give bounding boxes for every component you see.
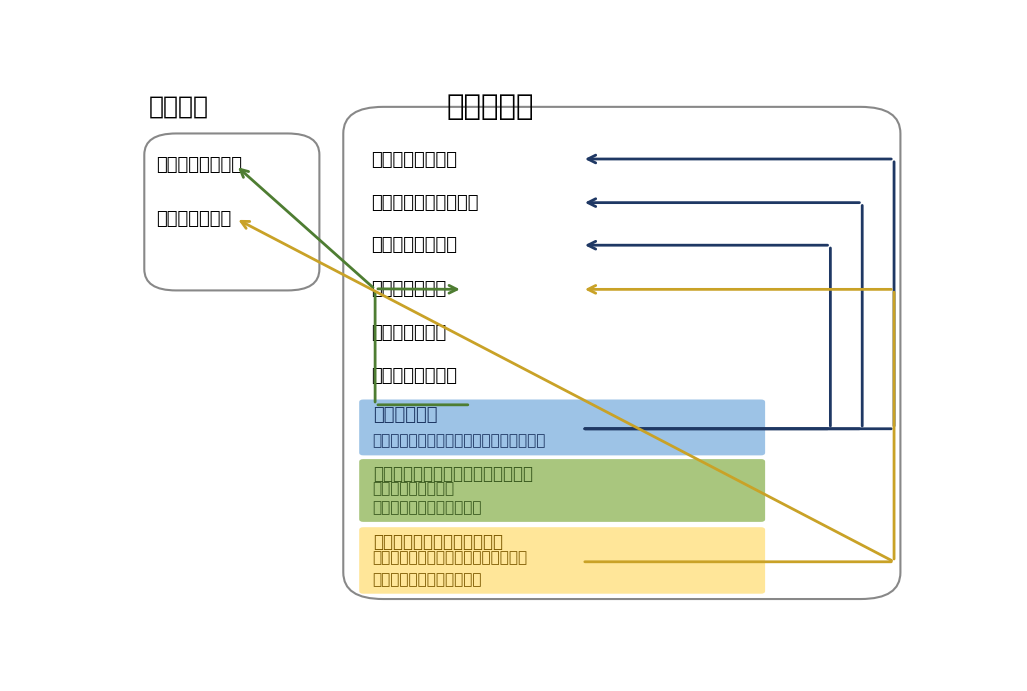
FancyBboxPatch shape bbox=[359, 459, 765, 522]
Text: 身体の健康: 身体の健康 bbox=[447, 93, 534, 121]
Text: 松果体から分泌／生体リズムの調整: 松果体から分泌／生体リズムの調整 bbox=[373, 551, 528, 565]
Text: ・ホルモンの分泌: ・ホルモンの分泌 bbox=[371, 366, 457, 385]
Text: ・脳と神経の疲労回復: ・脳と神経の疲労回復 bbox=[371, 193, 479, 211]
Text: ・細胞の新陳代謝: ・細胞の新陳代謝 bbox=[371, 236, 457, 254]
Text: 副腎皮質ホルモン（コルチゾール）: 副腎皮質ホルモン（コルチゾール） bbox=[373, 465, 533, 483]
Text: 副腎皮質から分泌: 副腎皮質から分泌 bbox=[373, 481, 455, 496]
Text: 睡眠ホルモン（メラトニン）: 睡眠ホルモン（メラトニン） bbox=[373, 533, 503, 551]
FancyBboxPatch shape bbox=[359, 399, 765, 455]
Text: 夕方暗くなる頃から分泌: 夕方暗くなる頃から分泌 bbox=[373, 572, 483, 587]
Text: 心の健康: 心の健康 bbox=[148, 95, 208, 119]
Text: 下垂体から分泌／ノンレム睡眠中に分泌: 下垂体から分泌／ノンレム睡眠中に分泌 bbox=[373, 433, 546, 448]
Text: ・記憶の再整理: ・記憶の再整理 bbox=[156, 209, 231, 227]
Text: ・ストレスの緩和: ・ストレスの緩和 bbox=[156, 156, 242, 174]
Text: 成長ホルモン: 成長ホルモン bbox=[373, 406, 438, 424]
Text: ・免疫力の増強: ・免疫力の増強 bbox=[371, 281, 447, 299]
FancyBboxPatch shape bbox=[359, 527, 765, 594]
Text: ・老廃物の除去: ・老廃物の除去 bbox=[371, 324, 447, 342]
Text: 起床の２時間前から分泌: 起床の２時間前から分泌 bbox=[373, 500, 483, 515]
Text: ・身体の疲労回復: ・身体の疲労回復 bbox=[371, 151, 457, 169]
